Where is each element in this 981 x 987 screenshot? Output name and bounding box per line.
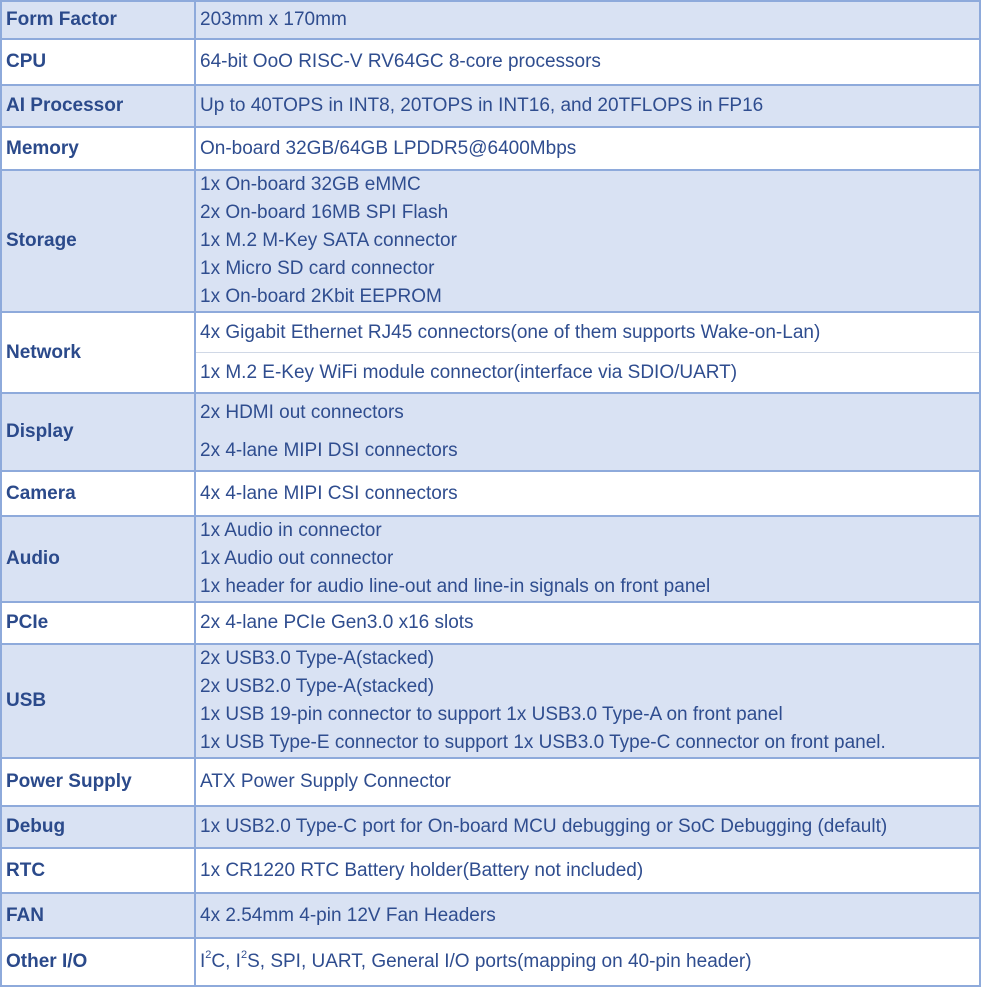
spec-row-cpu: CPU 64-bit OoO RISC-V RV64GC 8-core proce…	[0, 38, 981, 86]
spec-value: 4x Gigabit Ethernet RJ45 connectors(one …	[194, 311, 981, 394]
spec-value-line: 1x M.2 M-Key SATA connector	[200, 230, 457, 251]
spec-label: Display	[0, 392, 196, 472]
spec-label: Memory	[0, 126, 196, 171]
spec-row-form-factor: Form Factor 203mm x 170mm	[0, 0, 981, 40]
spec-row-other-io: Other I/O I2C, I2S, SPI, UART, General I/…	[0, 937, 981, 987]
spec-value-line: ATX Power Supply Connector	[200, 771, 451, 792]
spec-value-line: 64-bit OoO RISC-V RV64GC 8-core processo…	[200, 51, 601, 72]
spec-row-usb: USB 2x USB3.0 Type-A(stacked) 2x USB2.0 Ty…	[0, 643, 981, 759]
spec-value-line: 1x USB 19-pin connector to support 1x US…	[200, 704, 783, 725]
spec-value-line: 1x On-board 32GB eMMC	[200, 174, 421, 195]
spec-label: Debug	[0, 805, 196, 849]
spec-label: FAN	[0, 892, 196, 939]
spec-row-pcie: PCIe 2x 4-lane PCIe Gen3.0 x16 slots	[0, 601, 981, 645]
text-segment: C, I	[211, 951, 241, 972]
spec-value: 4x 4-lane MIPI CSI connectors	[194, 470, 981, 517]
spec-value-line: 2x USB3.0 Type-A(stacked)	[200, 648, 435, 669]
spec-value: I2C, I2S, SPI, UART, General I/O ports(m…	[194, 937, 981, 987]
spec-value-line: 1x Audio in connector	[200, 520, 382, 541]
spec-value-line: 4x Gigabit Ethernet RJ45 connectors(one …	[200, 322, 821, 343]
spec-row-display: Display 2x HDMI out connectors 2x 4-lane M…	[0, 392, 981, 472]
spec-value: 4x 2.54mm 4-pin 12V Fan Headers	[194, 892, 981, 939]
spec-value-line: 2x 4-lane MIPI DSI connectors	[200, 440, 458, 461]
spec-value: Up to 40TOPS in INT8, 20TOPS in INT16, a…	[194, 84, 981, 128]
spec-value-line: 1x USB Type-E connector to support 1x US…	[200, 732, 886, 753]
spec-value-line: 1x M.2 E-Key WiFi module connector(inter…	[196, 352, 979, 392]
spec-row-debug: Debug 1x USB2.0 Type-C port for On-board …	[0, 805, 981, 849]
spec-value-line: 1x CR1220 RTC Battery holder(Battery not…	[200, 859, 644, 881]
superscript: 2	[240, 949, 248, 961]
spec-label: USB	[0, 643, 196, 759]
spec-value-line: 1x On-board 2Kbit EEPROM	[200, 286, 442, 307]
spec-value-line: 4x 2.54mm 4-pin 12V Fan Headers	[200, 904, 496, 926]
spec-label: Network	[0, 311, 196, 394]
spec-value-line: On-board 32GB/64GB LPDDR5@6400Mbps	[200, 137, 577, 159]
spec-value-line: 4x 4-lane MIPI CSI connectors	[200, 482, 458, 504]
spec-value: 2x 4-lane PCIe Gen3.0 x16 slots	[194, 601, 981, 645]
spec-label: Other I/O	[0, 937, 196, 987]
spec-value-line: 2x 4-lane PCIe Gen3.0 x16 slots	[200, 612, 474, 633]
spec-label: Camera	[0, 470, 196, 517]
spec-value-line: I2C, I2S, SPI, UART, General I/O ports(m…	[200, 948, 979, 976]
spec-value-line: 203mm x 170mm	[200, 9, 347, 30]
spec-row-fan: FAN 4x 2.54mm 4-pin 12V Fan Headers	[0, 892, 981, 939]
spec-value-line: 1x Audio out connector	[200, 548, 394, 569]
spec-value: 1x On-board 32GB eMMC 2x On-board 16MB SP…	[194, 169, 981, 313]
spec-value: 1x CR1220 RTC Battery holder(Battery not…	[194, 847, 981, 894]
spec-value-line: 1x Micro SD card connector	[200, 258, 435, 279]
spec-value-line: 2x USB2.0 Type-A(stacked)	[200, 676, 435, 697]
spec-row-storage: Storage 1x On-board 32GB eMMC 2x On-board …	[0, 169, 981, 313]
spec-value: ATX Power Supply Connector	[194, 757, 981, 807]
spec-value: 64-bit OoO RISC-V RV64GC 8-core processo…	[194, 38, 981, 86]
spec-label: Storage	[0, 169, 196, 313]
spec-row-rtc: RTC 1x CR1220 RTC Battery holder(Battery …	[0, 847, 981, 894]
text-segment: I	[200, 951, 206, 972]
spec-row-audio: Audio 1x Audio in connector 1x Audio out c…	[0, 515, 981, 603]
spec-row-ai-processor: AI Processor Up to 40TOPS in INT8, 20TOPS…	[0, 84, 981, 128]
spec-label: RTC	[0, 847, 196, 894]
spec-value: On-board 32GB/64GB LPDDR5@6400Mbps	[194, 126, 981, 171]
spec-value-line: 2x On-board 16MB SPI Flash	[200, 202, 449, 223]
spec-value-line: 1x USB2.0 Type-C port for On-board MCU d…	[200, 816, 888, 837]
spec-value-line: 2x HDMI out connectors	[200, 402, 404, 423]
spec-value: 2x HDMI out connectors 2x 4-lane MIPI DSI…	[194, 392, 981, 472]
spec-value-line: Up to 40TOPS in INT8, 20TOPS in INT16, a…	[200, 95, 764, 116]
spec-label: AI Processor	[0, 84, 196, 128]
spec-row-memory: Memory On-board 32GB/64GB LPDDR5@6400Mbps	[0, 126, 981, 171]
spec-label: Audio	[0, 515, 196, 603]
spec-label: Power Supply	[0, 757, 196, 807]
text-segment: S, SPI, UART, General I/O ports(mapping …	[247, 951, 752, 972]
spec-row-network: Network 4x Gigabit Ethernet RJ45 connecto…	[0, 311, 981, 394]
spec-value: 1x USB2.0 Type-C port for On-board MCU d…	[194, 805, 981, 849]
spec-row-camera: Camera 4x 4-lane MIPI CSI connectors	[0, 470, 981, 517]
spec-value: 1x Audio in connector 1x Audio out connec…	[194, 515, 981, 603]
spec-label: PCIe	[0, 601, 196, 645]
spec-value: 2x USB3.0 Type-A(stacked) 2x USB2.0 Type-…	[194, 643, 981, 759]
superscript: 2	[205, 949, 212, 961]
spec-value: 203mm x 170mm	[194, 0, 981, 40]
spec-label: CPU	[0, 38, 196, 86]
spec-row-power-supply: Power Supply ATX Power Supply Connector	[0, 757, 981, 807]
spec-value-line: 1x header for audio line-out and line-in…	[200, 576, 711, 597]
spec-label: Form Factor	[0, 0, 196, 40]
